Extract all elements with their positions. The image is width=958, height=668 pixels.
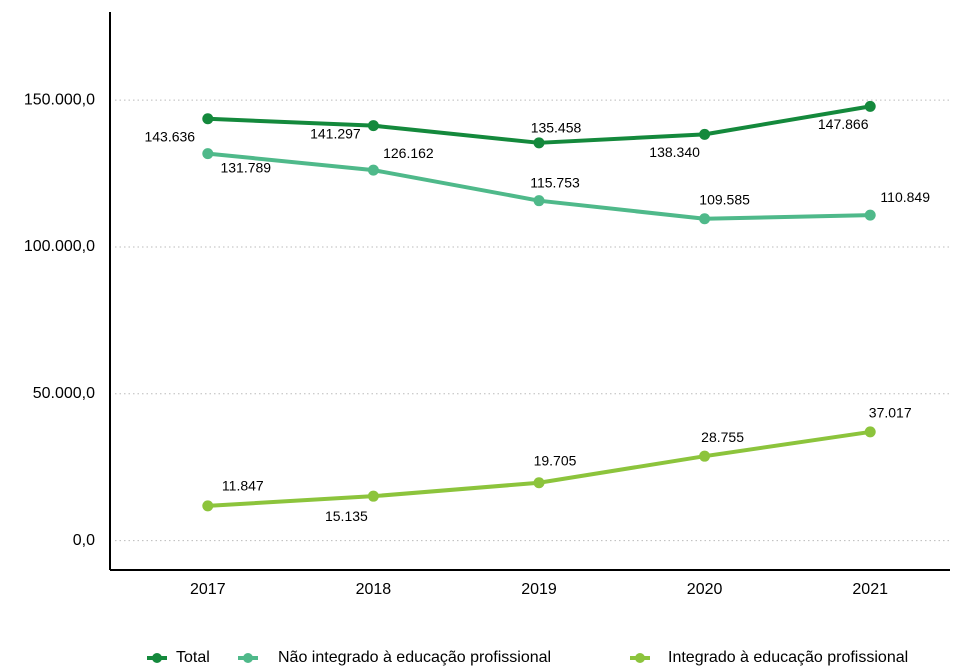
y-tick-label: 0,0 [73, 532, 95, 549]
data-label: 37.017 [869, 405, 912, 421]
data-point [367, 164, 379, 176]
data-label: 110.849 [880, 189, 930, 205]
data-point [202, 500, 214, 512]
data-label: 115.753 [530, 174, 580, 190]
data-label: 131.789 [220, 159, 271, 175]
data-label: 19.705 [534, 452, 577, 468]
legend-marker [243, 653, 253, 663]
legend-marker [635, 653, 645, 663]
x-tick-label: 2018 [356, 581, 392, 598]
data-point [533, 137, 545, 149]
data-point [533, 477, 545, 489]
data-label: 28.755 [701, 429, 744, 445]
data-label: 15.135 [325, 508, 368, 524]
data-point [367, 490, 379, 502]
data-point [864, 209, 876, 221]
data-label: 138.340 [649, 144, 700, 160]
y-tick-label: 150.000,0 [24, 91, 95, 108]
legend-marker [152, 653, 162, 663]
legend-label: Não integrado à educação profissional [278, 649, 551, 666]
data-point [699, 128, 711, 140]
data-point [699, 213, 711, 225]
data-label: 11.847 [222, 478, 264, 494]
data-label: 141.297 [310, 125, 361, 141]
legend-label: Integrado à educação profissional [668, 649, 908, 666]
y-tick-label: 50.000,0 [33, 385, 95, 402]
x-tick-label: 2021 [852, 581, 888, 598]
data-point [202, 148, 214, 160]
data-point [864, 100, 876, 112]
data-point [864, 426, 876, 438]
data-label: 109.585 [699, 192, 750, 208]
data-point [367, 120, 379, 132]
data-label: 126.162 [383, 145, 434, 161]
data-point [533, 195, 545, 207]
series-line [207, 429, 871, 508]
x-tick-label: 2017 [190, 581, 226, 598]
data-label: 147.866 [818, 116, 869, 132]
legend-label: Total [176, 649, 210, 666]
data-point [202, 113, 214, 125]
data-label: 135.458 [531, 120, 582, 136]
data-label: 143.636 [144, 128, 195, 144]
x-tick-label: 2019 [521, 581, 557, 598]
data-point [699, 450, 711, 462]
y-tick-label: 100.000,0 [24, 238, 95, 255]
x-tick-label: 2020 [687, 581, 723, 598]
